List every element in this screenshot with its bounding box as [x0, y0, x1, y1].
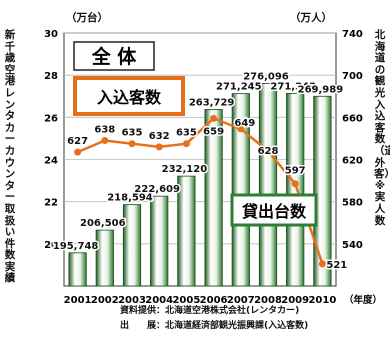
bar-rentals-2007	[231, 93, 250, 287]
left-axis-title: 新千歳空港レンタカーカウンター取扱い件数実績	[4, 29, 16, 285]
point-visitors-2006	[210, 114, 218, 122]
line-label-2002: 638	[94, 125, 115, 136]
y-right-tick-700: 700	[342, 71, 363, 82]
bar-rentals-2009	[286, 93, 305, 287]
bar-rentals-2005	[177, 175, 196, 287]
line-label-2008: 628	[258, 146, 279, 157]
x-tick-2007: 2007	[227, 295, 255, 306]
y-right-tick-620: 620	[342, 156, 363, 167]
point-visitors-2007	[237, 125, 245, 133]
line-visitors	[77, 116, 324, 265]
bar-label-2010: 269,989	[298, 84, 344, 95]
bar-rentals-2002	[95, 229, 114, 287]
bar-label-2005: 232,120	[162, 164, 208, 175]
y-right-tick-540: 540	[342, 240, 363, 251]
bar-rentals-2006	[204, 109, 223, 287]
line-label-2006: 659	[203, 126, 224, 137]
x-tick-2002: 2002	[91, 295, 119, 306]
point-visitors-2002	[101, 137, 109, 145]
line-label-2010: 521	[326, 260, 347, 271]
x-tick-2006: 2006	[200, 295, 228, 306]
bar-label-2001: 195,748	[53, 241, 99, 252]
bar-label-2004: 222,609	[134, 184, 180, 195]
line-label-2009: 597	[285, 166, 306, 177]
right-axis-unit: （万人）	[290, 12, 332, 24]
right-axis-title: 北海道の観光入込客数（道外客）※実人数	[374, 29, 390, 227]
line-label-2001: 627	[67, 136, 88, 147]
bar-label-2007: 271,245	[216, 82, 262, 93]
y-right-tick-740: 740	[342, 29, 363, 40]
point-visitors-2003	[128, 140, 136, 148]
x-tick-2001: 2001	[64, 295, 92, 306]
point-visitors-2005	[182, 140, 190, 148]
x-tick-2009: 2009	[281, 295, 309, 306]
y-left-tick-26: 26	[44, 113, 58, 124]
bar-label-2009: 271,343	[270, 81, 316, 92]
line-label-2004: 632	[149, 131, 170, 142]
line-label-2003: 635	[122, 128, 143, 139]
y-right-tick-580: 580	[342, 198, 363, 209]
point-visitors-2004	[155, 143, 163, 151]
bar-label-2003: 218,594	[107, 193, 153, 204]
bar-rentals-2008	[258, 82, 278, 287]
point-visitors-2010	[318, 260, 326, 268]
y-left-tick-28: 28	[44, 71, 58, 82]
legend-rentals-box	[230, 193, 318, 227]
left-axis-unit: （万台）	[66, 12, 108, 24]
source-note-1: 資料提供：北海道空港株式会社(レンタカー)	[120, 306, 300, 316]
y-left-tick-24: 24	[44, 156, 58, 167]
legend-visitors-box	[73, 76, 185, 116]
line-label-2007: 649	[234, 118, 255, 129]
y-right-tick-660: 660	[342, 113, 363, 124]
point-visitors-2008	[264, 147, 272, 155]
x-tick-2004: 2004	[145, 295, 173, 306]
x-tick-2008: 2008	[254, 295, 282, 306]
title-box-label: 全 体	[91, 45, 138, 68]
title-box	[73, 41, 155, 71]
legend-visitors-label: 入込客数	[97, 88, 162, 107]
bar-rentals-2001	[68, 252, 87, 287]
x-axis-unit: （年度）	[344, 294, 382, 306]
source-note-2: 出 展：北海道経済部観光振興課(入込客数)	[120, 321, 309, 331]
bar-rentals-2003	[122, 204, 142, 287]
x-tick-2010: 2010	[308, 295, 336, 306]
y-left-tick-30: 30	[44, 29, 58, 40]
x-tick-2005: 2005	[172, 295, 200, 306]
line-label-2005: 635	[176, 128, 197, 139]
bar-rentals-2004	[150, 195, 169, 287]
point-visitors-2009	[291, 180, 299, 188]
bar-rentals-2010	[313, 95, 332, 287]
bar-label-2006: 263,729	[189, 97, 235, 108]
legend-rentals-label: 貸出台数	[241, 202, 307, 221]
bar-label-2008: 276,096	[243, 71, 289, 82]
y-left-tick-20: 20	[44, 240, 58, 251]
x-tick-2003: 2003	[118, 295, 146, 306]
bar-label-2002: 206,506	[80, 218, 126, 229]
point-visitors-2001	[74, 148, 82, 156]
y-left-tick-22: 22	[44, 198, 58, 209]
